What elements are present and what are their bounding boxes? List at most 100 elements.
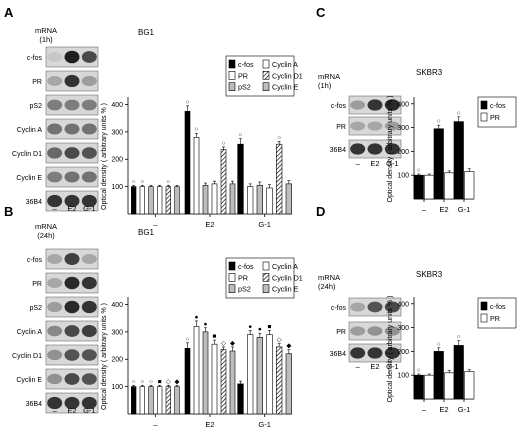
significance-marker: ■ bbox=[268, 323, 272, 330]
blot-band bbox=[81, 349, 97, 361]
y-tick-label: 300 bbox=[397, 325, 409, 332]
bar-c-fos bbox=[453, 121, 464, 200]
y-axis-label: Optical density ( arbitrary units % ) bbox=[101, 303, 108, 410]
blot-band bbox=[81, 325, 97, 337]
blot-lane-label: – bbox=[53, 406, 58, 415]
significance-marker: ○ bbox=[132, 378, 136, 385]
y-tick-label: 300 bbox=[111, 129, 123, 136]
significance-marker: ○ bbox=[457, 334, 461, 341]
blot-band bbox=[384, 301, 400, 313]
blot-label-ps2: pS2 bbox=[30, 103, 43, 110]
panel-letter-c: C bbox=[316, 5, 326, 20]
blot-band bbox=[350, 302, 366, 312]
y-axis-label: Optical density ( arbitrary units % ) bbox=[387, 296, 394, 403]
blot-lane-label: – bbox=[356, 362, 361, 371]
blot-band bbox=[81, 123, 97, 135]
blot-lane-label: G-1 bbox=[386, 159, 399, 168]
legend-box bbox=[225, 55, 295, 97]
blot-band bbox=[47, 171, 63, 183]
blot-band bbox=[81, 75, 97, 87]
bar-cyclin-a bbox=[266, 187, 273, 215]
blot-band bbox=[367, 326, 383, 336]
x-category-label: – bbox=[422, 205, 427, 214]
legend-swatch bbox=[228, 82, 236, 91]
bar-cyclin-a bbox=[157, 186, 163, 215]
significance-marker: ● bbox=[204, 321, 208, 328]
bar-c-fos bbox=[433, 351, 444, 400]
bar-cyclin-a bbox=[157, 386, 163, 415]
blot-panel-d: c-fos PR 36B4 – E2 G-1 bbox=[330, 297, 402, 371]
bar-cyclin-e bbox=[229, 350, 236, 415]
blot-label-36b4: 36B4 bbox=[26, 401, 42, 408]
blot-band bbox=[47, 301, 63, 313]
legend-label: c-fos bbox=[490, 302, 506, 311]
blot-band bbox=[64, 373, 80, 385]
bar-pr bbox=[193, 326, 200, 415]
legend-label: Cyclin D1 bbox=[272, 71, 303, 80]
cell-title-b: BG1 bbox=[138, 228, 155, 237]
mrna-time-d: (24h) bbox=[318, 282, 336, 291]
bar-ps2 bbox=[148, 186, 154, 215]
legend-swatch bbox=[262, 71, 270, 80]
blot-band bbox=[350, 121, 366, 131]
bar-cyclin-e bbox=[174, 186, 180, 215]
blot-lane-label: G-1 bbox=[83, 406, 96, 415]
blot-lane-label: E2 bbox=[370, 159, 379, 168]
blot-band bbox=[64, 99, 80, 111]
blot-band bbox=[64, 325, 80, 337]
significance-marker: ○ bbox=[239, 132, 243, 139]
blot-band bbox=[350, 100, 366, 110]
blot-band bbox=[350, 347, 366, 359]
blot-band bbox=[47, 278, 63, 288]
blot-band bbox=[384, 347, 400, 359]
bar-cyclin-d1 bbox=[276, 346, 283, 415]
significance-marker: ○ bbox=[457, 110, 461, 117]
blot-band bbox=[47, 76, 63, 86]
mrna-time-c: (1h) bbox=[318, 81, 332, 90]
significance-marker: ○ bbox=[222, 140, 226, 147]
bar-cyclin-d1 bbox=[220, 149, 227, 215]
significance-marker: ○ bbox=[437, 341, 441, 348]
legend-label: Cyclin E bbox=[272, 83, 299, 92]
blot-label-cyclin-d1: Cyclin D1 bbox=[12, 151, 42, 158]
legend-label: c-fos bbox=[238, 262, 254, 271]
y-tick-label: 400 bbox=[397, 301, 409, 308]
blot-band bbox=[64, 253, 80, 265]
legend-swatch bbox=[262, 261, 270, 271]
bar-ps2 bbox=[202, 331, 209, 415]
x-category-label: – bbox=[422, 405, 427, 414]
bar-cyclin-d1 bbox=[165, 186, 171, 215]
legend-swatch bbox=[480, 301, 488, 311]
significance-marker: ● bbox=[195, 314, 199, 321]
legend-swatch bbox=[480, 313, 488, 323]
blot-band bbox=[367, 347, 383, 359]
legend-swatch bbox=[262, 284, 270, 293]
blot-band bbox=[64, 276, 80, 290]
blot-band bbox=[47, 396, 63, 410]
legend-swatch bbox=[228, 284, 236, 293]
bar-pr bbox=[464, 171, 475, 200]
significance-marker: ■ bbox=[213, 333, 217, 340]
significance-marker: ○ bbox=[437, 118, 441, 125]
legend-label: PR bbox=[238, 71, 248, 80]
significance-marker: ■ bbox=[158, 378, 162, 385]
y-tick-label: 200 bbox=[111, 357, 123, 364]
legend-swatch bbox=[228, 261, 236, 271]
legend-swatch bbox=[480, 112, 488, 122]
blot-band bbox=[47, 349, 63, 361]
bar-cyclin-a bbox=[266, 334, 273, 415]
bar-c-fos bbox=[433, 128, 444, 200]
significance-marker: ○ bbox=[166, 178, 170, 185]
y-tick-label: 400 bbox=[111, 102, 123, 109]
legend-label: c-fos bbox=[490, 101, 506, 110]
legend-label: pS2 bbox=[238, 83, 251, 92]
significance-marker: ○ bbox=[186, 99, 190, 106]
blot-label-cyclin-e: Cyclin E bbox=[16, 377, 42, 384]
significance-marker: ○ bbox=[417, 367, 421, 374]
blot-band bbox=[367, 121, 383, 131]
bar-pr bbox=[247, 186, 254, 215]
